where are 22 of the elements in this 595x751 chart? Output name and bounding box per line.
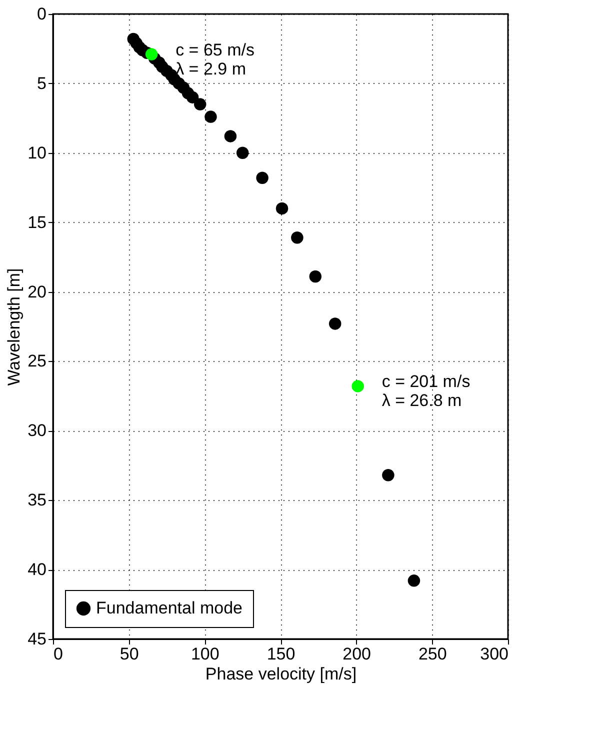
x-tick-label: 300	[480, 644, 508, 664]
y-tick-label: 10	[28, 143, 46, 162]
x-tick-label: 100	[190, 644, 220, 664]
x-tick-label: 250	[418, 644, 447, 664]
legend-label: Fundamental mode	[96, 598, 242, 618]
annotation: c = 201 m/s λ = 26.8 m	[382, 372, 470, 410]
y-tick-label: 15	[28, 212, 46, 232]
annotation: c = 65 m/s λ = 2.9 m	[176, 40, 254, 78]
x-axis-title: Phase velocity [m/s]	[205, 664, 357, 684]
y-tick-label: 40	[28, 560, 46, 580]
y-tick-label: 30	[28, 421, 46, 440]
y-tick-label: 5	[37, 74, 46, 93]
y-tick-label: 25	[28, 352, 46, 371]
y-tick-label: 0	[37, 4, 46, 24]
x-tick-label: 150	[266, 644, 296, 664]
y-tick-label: 20	[28, 282, 46, 302]
x-tick-label: 0	[54, 644, 63, 664]
y-tick-label: 45	[28, 630, 46, 648]
y-tick-label: 35	[28, 490, 46, 510]
x-tick-label: 50	[120, 644, 139, 664]
x-tick-label: 200	[342, 644, 372, 664]
y-axis-title: Wavelength [m]	[4, 268, 24, 386]
